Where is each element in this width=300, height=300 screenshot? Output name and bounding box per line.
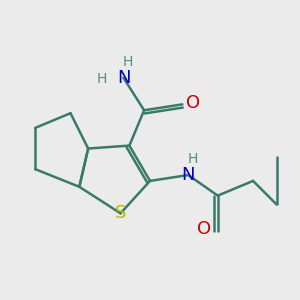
- Text: N: N: [182, 166, 195, 184]
- Text: S: S: [115, 204, 126, 222]
- Text: N: N: [117, 69, 130, 87]
- Text: O: O: [197, 220, 212, 238]
- Text: O: O: [186, 94, 200, 112]
- Text: H: H: [97, 72, 107, 86]
- Text: H: H: [188, 152, 198, 166]
- Text: H: H: [123, 55, 133, 69]
